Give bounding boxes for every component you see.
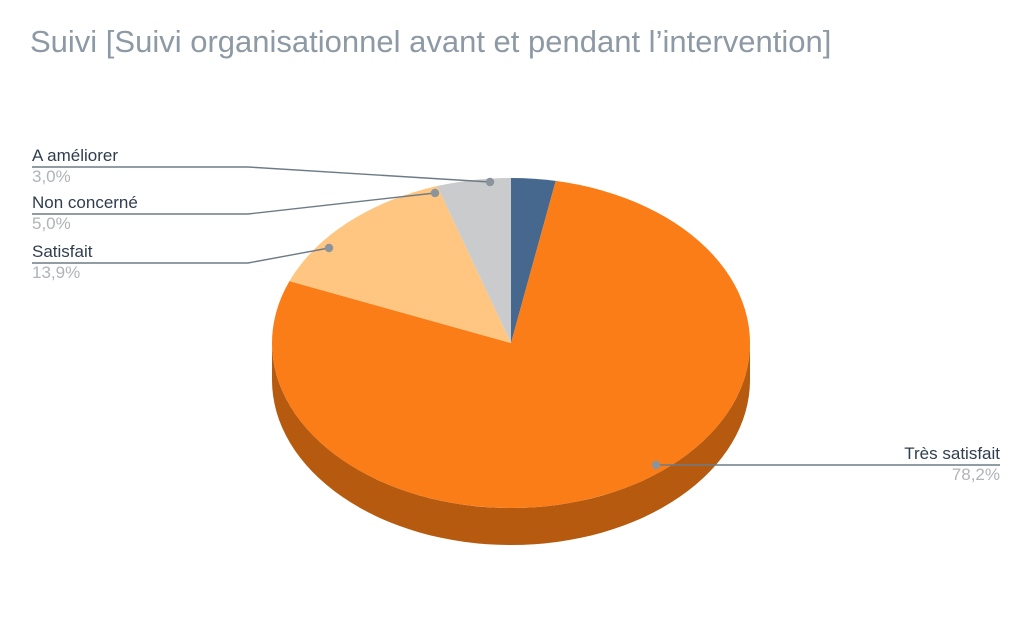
callout-satisfait: Satisfait 13,9%	[32, 241, 92, 283]
leader-dot-satisfait	[324, 243, 334, 253]
leader-dot-a-ameliorer	[485, 177, 495, 187]
callout-label-tres-satisfait: Très satisfait	[904, 444, 1000, 463]
leader-dots-group	[324, 177, 661, 470]
callout-percent-tres-satisfait: 78,2%	[951, 465, 1000, 484]
pie-slice-tres-satisfait[interactable]	[272, 180, 751, 509]
pie-slice-non-concerne[interactable]	[437, 178, 511, 343]
pie-slice-a-ameliorer[interactable]	[511, 178, 556, 343]
leader-lines-group	[32, 166, 1000, 466]
pie-slice-satisfait[interactable]	[289, 186, 511, 343]
leader-dot-tres-satisfait	[651, 460, 661, 470]
callout-percent-a-ameliorer: 3,0%	[32, 167, 71, 186]
leader-line-non-concerne	[32, 192, 436, 215]
callout-percent-non-concerne: 5,0%	[32, 214, 71, 233]
leader-line-satisfait	[32, 247, 330, 264]
callout-non-concerne: Non concerné 5,0%	[32, 192, 138, 234]
chart-title: Suivi [Suivi organisationnel avant et pe…	[30, 24, 832, 59]
callout-label-non-concerne: Non concerné	[32, 193, 138, 212]
callout-a-ameliorer: A améliorer 3,0%	[32, 145, 118, 187]
callout-label-satisfait: Satisfait	[32, 242, 93, 261]
callout-tres-satisfait: Très satisfait 78,2%	[904, 443, 1000, 485]
pie-depth-group	[272, 343, 750, 545]
pie-depth-tres-satisfait	[272, 343, 750, 545]
leader-dot-non-concerne	[430, 188, 440, 198]
callout-percent-satisfait: 13,9%	[32, 263, 81, 282]
callout-label-a-ameliorer: A améliorer	[32, 146, 118, 165]
leader-line-a-ameliorer	[32, 166, 491, 183]
pie-slices-group	[272, 178, 751, 509]
